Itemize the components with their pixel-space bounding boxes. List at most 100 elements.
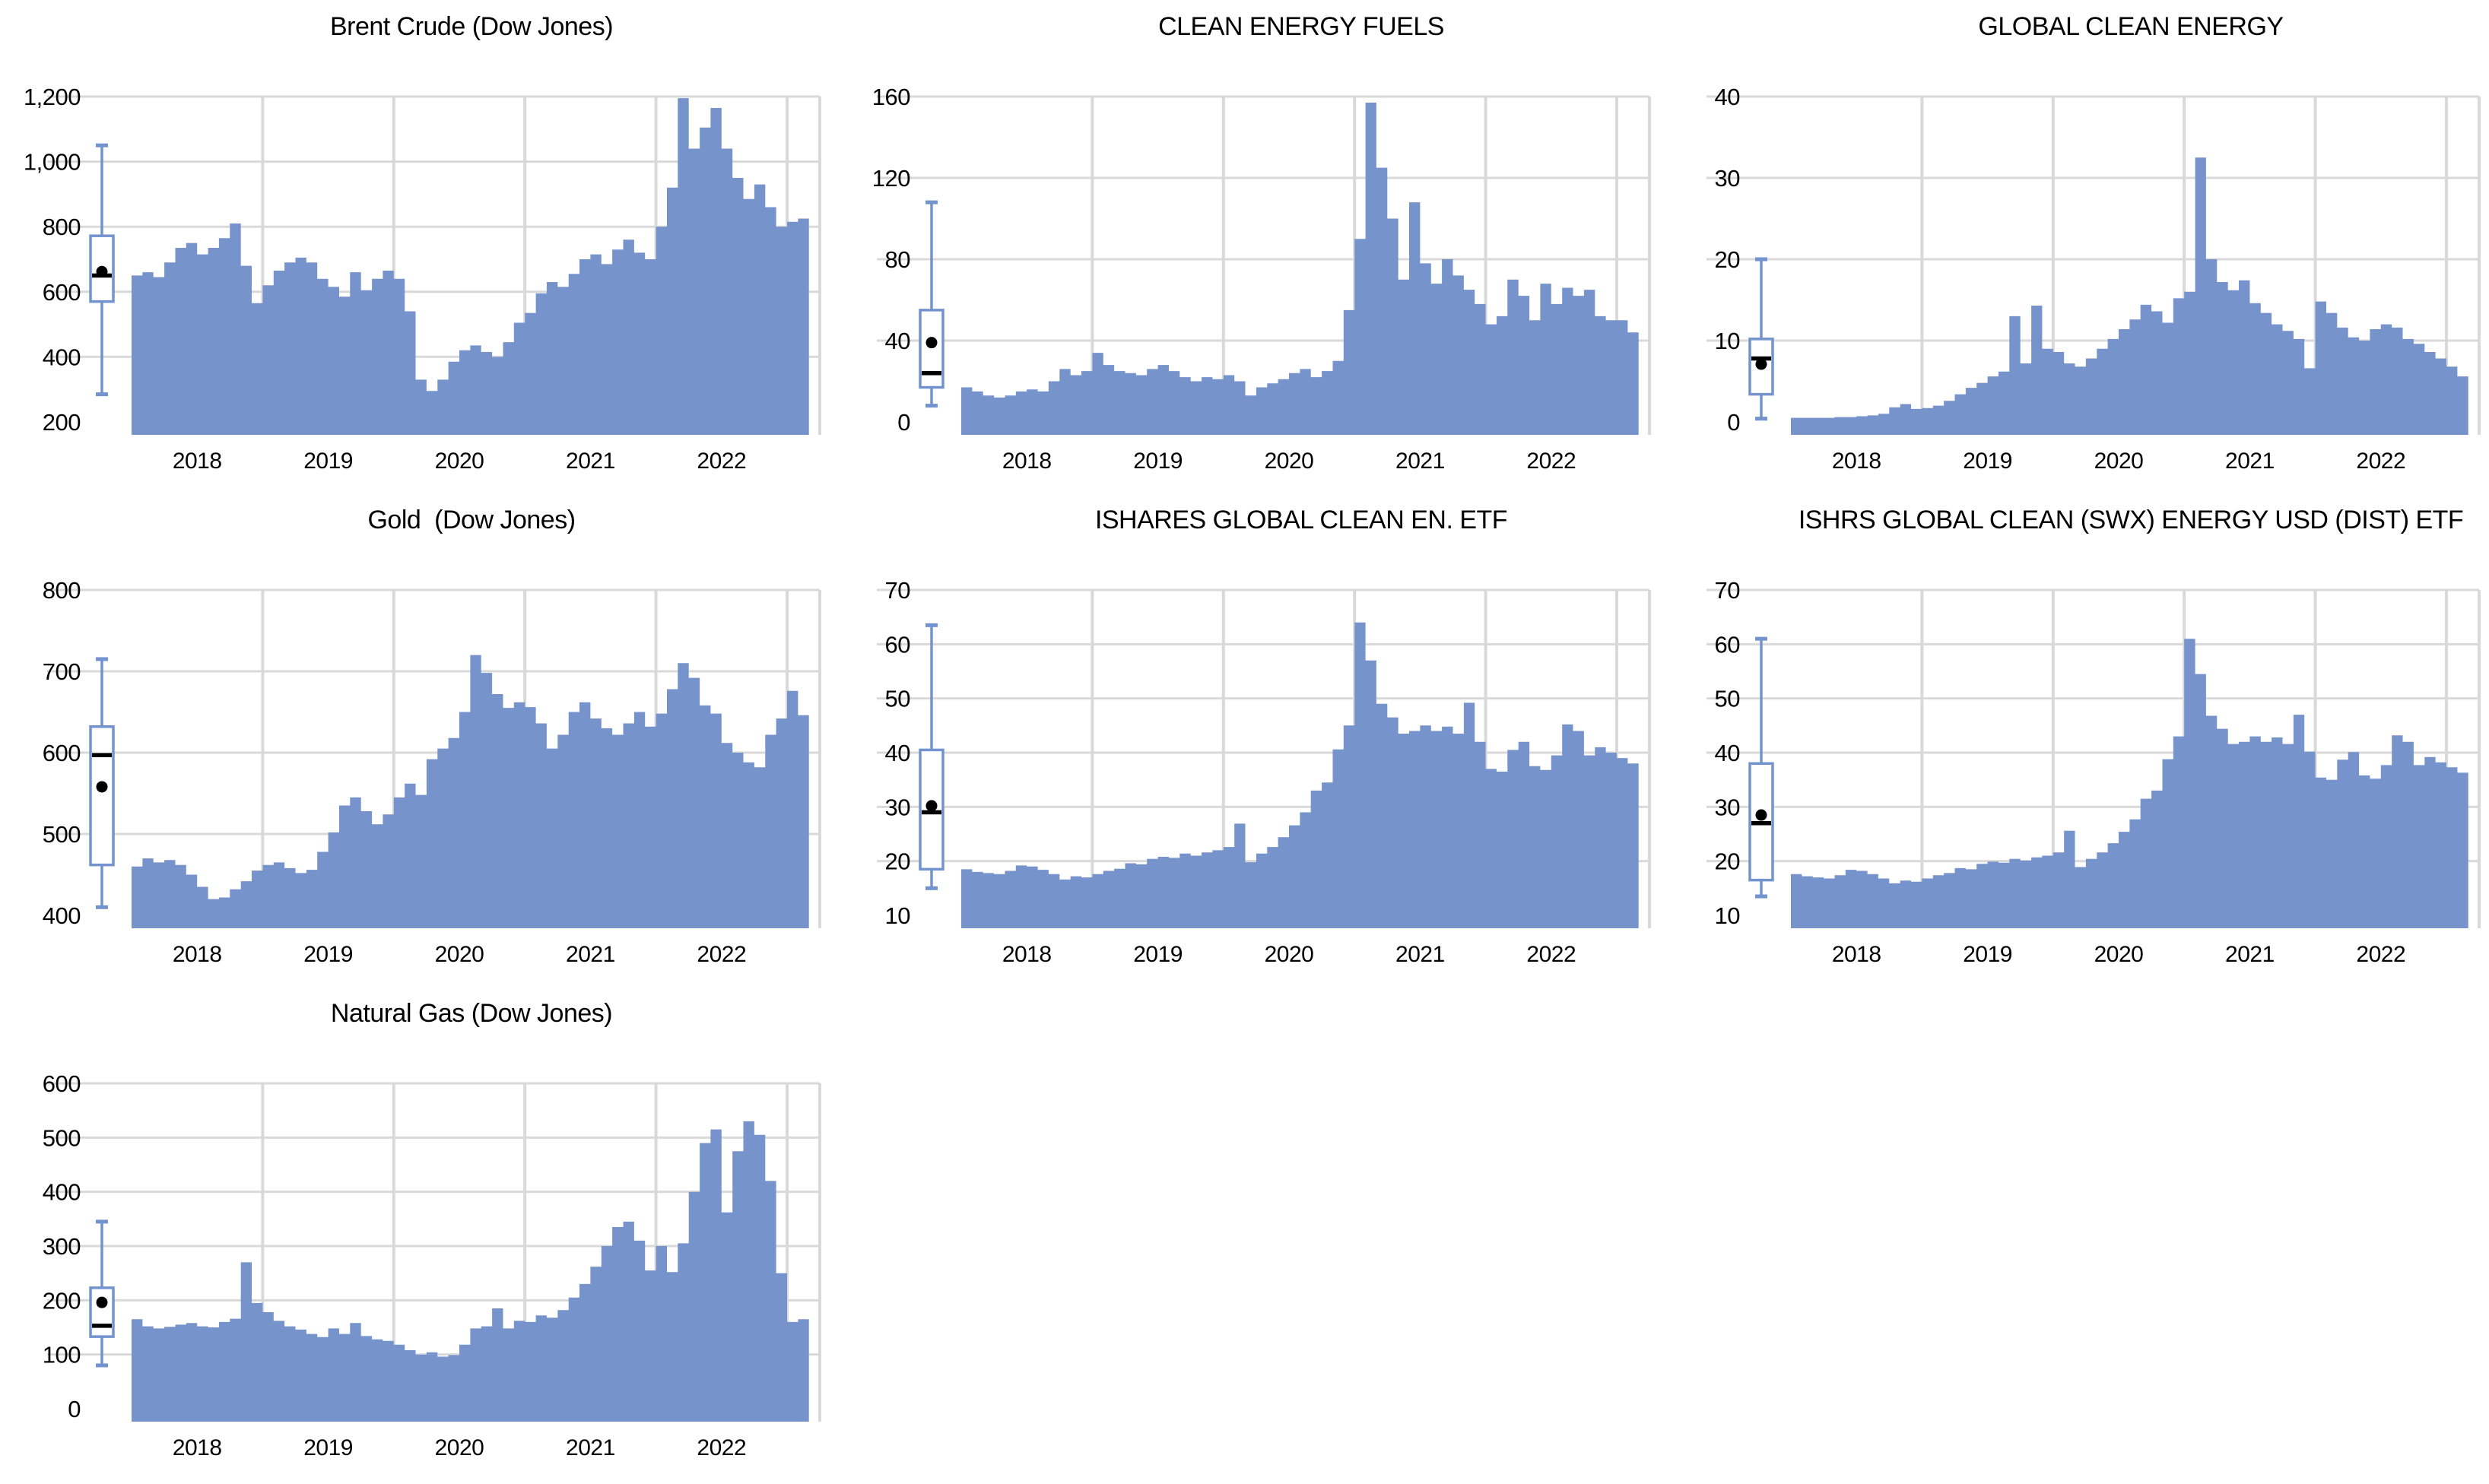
mean-dot xyxy=(925,337,938,349)
x-tick-label: 2021 xyxy=(1395,449,1445,474)
x-tick-label: 2022 xyxy=(2356,449,2405,474)
y-tick-label: 500 xyxy=(43,821,81,848)
x-tick-label: 2022 xyxy=(697,449,746,474)
mean-dot xyxy=(1755,809,1767,821)
y-tick-label: 300 xyxy=(43,1233,81,1260)
chart-ishrs-global-clean-swx-energy-usd-dist-etf: ISHRS GLOBAL CLEAN (SWX) ENERGY USD (DIS… xyxy=(1706,506,2481,967)
y-tick-label: 160 xyxy=(872,84,910,110)
x-tick-label: 2021 xyxy=(566,1435,615,1460)
y-tick-label: 400 xyxy=(43,344,81,370)
x-tick-label: 2022 xyxy=(1526,942,1576,967)
y-tick-label: 30 xyxy=(1715,165,1741,192)
median-line xyxy=(92,1324,112,1328)
y-tick-label: 400 xyxy=(43,902,81,929)
median-line xyxy=(922,810,941,815)
x-tick-label: 2020 xyxy=(2094,449,2144,474)
boxplot xyxy=(89,143,115,397)
box-iqr xyxy=(919,309,944,389)
box-iqr xyxy=(89,725,115,867)
y-tick-label: 30 xyxy=(1715,794,1741,820)
y-tick-label: 200 xyxy=(43,409,81,436)
y-tick-label: 0 xyxy=(68,1396,81,1422)
boxplot xyxy=(89,657,115,909)
mean-dot xyxy=(96,265,108,277)
x-tick-label: 2021 xyxy=(566,449,615,474)
x-tick-label: 2022 xyxy=(1526,449,1576,474)
y-tick-label: 40 xyxy=(885,740,911,766)
y-tick-label: 70 xyxy=(885,577,911,604)
y-tick-label: 1,200 xyxy=(24,84,81,110)
x-tick-label: 2018 xyxy=(1832,449,1881,474)
y-tick-label: 100 xyxy=(43,1342,81,1368)
x-tick-label: 2020 xyxy=(435,1435,484,1460)
area-series xyxy=(961,103,1639,435)
chart-ishares-global-clean-en-etf: ISHARES GLOBAL CLEAN EN. ETF 10 20 30 40 50 60… xyxy=(877,506,1651,967)
y-tick-label: 600 xyxy=(43,740,81,766)
y-tick-label: 50 xyxy=(885,686,911,712)
y-tick-label: 10 xyxy=(885,902,911,929)
area-series xyxy=(1791,157,2468,436)
y-tick-label: 700 xyxy=(43,658,81,685)
y-tick-label: 0 xyxy=(897,409,910,436)
x-tick-label: 2018 xyxy=(1002,942,1052,967)
y-tick-label: 400 xyxy=(43,1179,81,1206)
x-tick-label: 2019 xyxy=(1963,942,2012,967)
x-tick-label: 2018 xyxy=(1002,449,1052,474)
mean-dot xyxy=(1755,358,1767,370)
chart-title: Brent Crude (Dow Jones) xyxy=(330,12,613,41)
chart-cell-ishrs-global-clean-swx-energy-usd-dist-etf: ISHRS GLOBAL CLEAN (SWX) ENERGY USD (DIS… xyxy=(1659,493,2489,987)
y-tick-label: 600 xyxy=(43,279,81,306)
y-tick-label: 10 xyxy=(1715,328,1741,354)
y-tick-label: 60 xyxy=(885,631,911,658)
x-tick-label: 2022 xyxy=(697,1435,746,1460)
y-tick-label: 20 xyxy=(1715,848,1741,875)
y-tick-label: 60 xyxy=(1715,631,1741,658)
chart-cell-clean-energy-fuels: CLEAN ENERGY FUELS 0 40 80 120 160 2018 2019 202… xyxy=(830,0,1659,493)
y-tick-label: 800 xyxy=(43,577,81,604)
median-line xyxy=(92,753,112,757)
chart-title: CLEAN ENERGY FUELS xyxy=(1158,12,1444,41)
chart-title: GLOBAL CLEAN ENERGY xyxy=(1978,12,2283,41)
y-tick-label: 120 xyxy=(872,165,910,192)
chart-title: ISHRS GLOBAL CLEAN (SWX) ENERGY USD (DIS… xyxy=(1798,506,2463,534)
chart-title: ISHARES GLOBAL CLEAN EN. ETF xyxy=(1095,506,1507,534)
y-tick-label: 600 xyxy=(43,1070,81,1097)
box-iqr xyxy=(919,748,944,871)
boxplot xyxy=(1748,257,1774,421)
chart-cell-gold-dow-jones: Gold (Dow Jones) 400 500 600 700 800 2018 2019 2… xyxy=(0,493,830,987)
x-tick-label: 2018 xyxy=(1832,942,1881,967)
x-tick-label: 2020 xyxy=(1265,942,1314,967)
y-tick-label: 40 xyxy=(1715,84,1741,110)
x-tick-label: 2019 xyxy=(303,1435,353,1460)
area-series xyxy=(132,655,809,928)
x-tick-label: 2020 xyxy=(1265,449,1314,474)
x-tick-label: 2021 xyxy=(566,942,615,967)
chart-global-clean-energy: GLOBAL CLEAN ENERGY 0 10 20 30 40 2018 2019 2020… xyxy=(1706,12,2481,474)
y-tick-label: 30 xyxy=(885,794,911,820)
median-line xyxy=(922,371,941,376)
x-tick-label: 2019 xyxy=(303,942,353,967)
x-tick-label: 2019 xyxy=(303,449,353,474)
y-tick-label: 500 xyxy=(43,1124,81,1151)
boxplot xyxy=(919,623,944,890)
x-tick-label: 2019 xyxy=(1963,449,2012,474)
x-tick-label: 2022 xyxy=(697,942,746,967)
chart-cell-brent-crude-dow-jones: Brent Crude (Dow Jones) 200 400 600 800 1,000… xyxy=(0,0,830,493)
mean-dot xyxy=(96,1296,108,1308)
x-tick-label: 2019 xyxy=(1133,449,1183,474)
x-tick-label: 2019 xyxy=(1133,942,1183,967)
chart-cell-ishares-global-clean-en-etf: ISHARES GLOBAL CLEAN EN. ETF 10 20 30 40 50 60… xyxy=(830,493,1659,987)
chart-cell-global-clean-energy: GLOBAL CLEAN ENERGY 0 10 20 30 40 2018 2019 2020… xyxy=(1659,0,2489,493)
x-tick-label: 2018 xyxy=(173,1435,222,1460)
boxplot xyxy=(89,1219,115,1368)
y-tick-label: 800 xyxy=(43,214,81,240)
mean-dot xyxy=(96,781,108,793)
x-tick-label: 2018 xyxy=(173,942,222,967)
area-series xyxy=(132,1121,809,1422)
y-tick-label: 40 xyxy=(1715,740,1741,766)
y-tick-label: 200 xyxy=(43,1287,81,1314)
x-tick-label: 2022 xyxy=(2356,942,2405,967)
box-iqr xyxy=(89,1286,115,1338)
boxplot xyxy=(919,200,944,408)
